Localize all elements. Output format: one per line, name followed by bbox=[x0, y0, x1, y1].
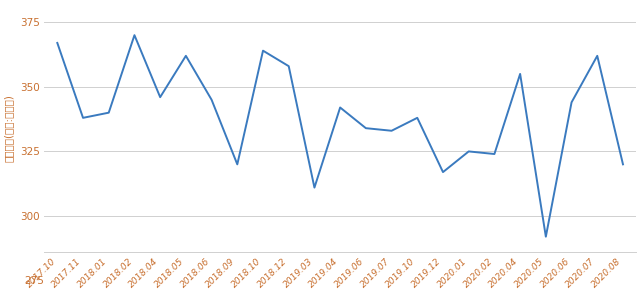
Y-axis label: 거래금액(단위:백만원): 거래금액(단위:백만원) bbox=[4, 94, 14, 162]
Text: 275: 275 bbox=[24, 275, 44, 285]
